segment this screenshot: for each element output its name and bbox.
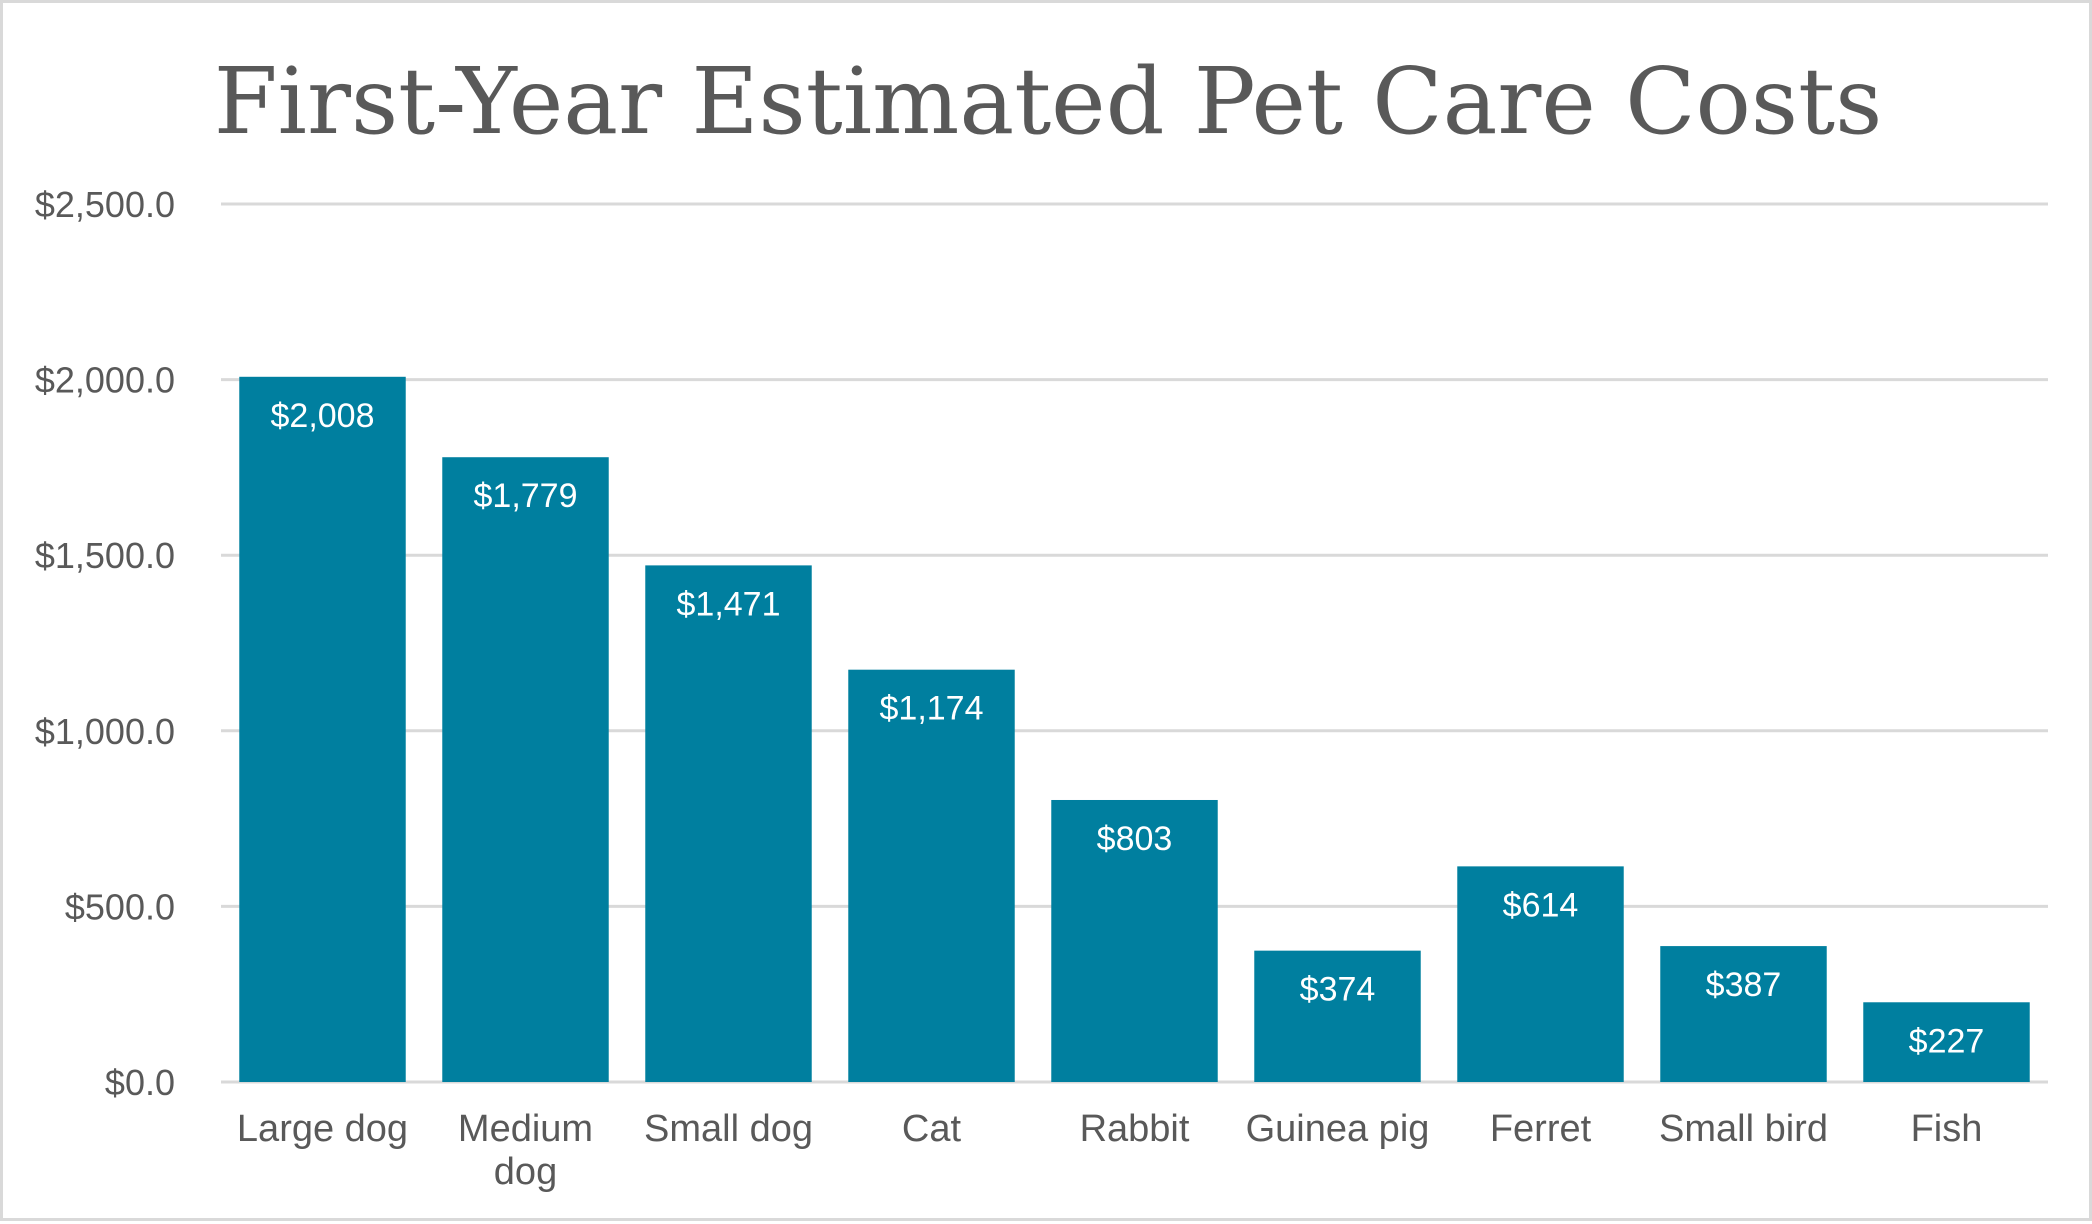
x-tick-label: Small dog: [644, 1108, 813, 1150]
x-axis: Large dog Medium dog Small dog Cat Rabbit Guin…: [237, 1108, 1982, 1193]
bar: [1051, 799, 1218, 1082]
y-axis: $0.0 $500.0 $1,000.0 $1,500.0 $2,000.0 $2,500…: [35, 184, 175, 1103]
data-label: $387: [1706, 966, 1782, 1004]
x-tick-label: Small bird: [1659, 1108, 1828, 1150]
x-tick-line: Rabbit: [1080, 1108, 1190, 1150]
x-tick-line: Fish: [1911, 1108, 1983, 1150]
x-tick-line: Medium: [458, 1108, 593, 1150]
data-label: $2,008: [271, 397, 375, 435]
y-tick-label: $2,500.0: [35, 184, 175, 225]
bar: [1457, 866, 1624, 1082]
x-tick-label: Guinea pig: [1246, 1108, 1430, 1150]
x-tick-label: Cat: [902, 1108, 962, 1150]
y-tick-label: $1,500.0: [35, 535, 175, 576]
data-label: $1,471: [677, 585, 781, 623]
bar-chart: First-Year Estimated Pet Care Costs $0.0…: [35, 48, 2048, 1193]
x-tick-line: Cat: [902, 1108, 962, 1150]
chart-title: First-Year Estimated Pet Care Costs: [214, 48, 1883, 155]
bars: [239, 376, 2030, 1082]
bar: [1863, 1002, 2030, 1082]
y-tick-label: $2,000.0: [35, 360, 175, 401]
bar: [645, 565, 812, 1082]
x-tick-line: Small bird: [1659, 1108, 1828, 1150]
y-tick-label: $500.0: [65, 886, 175, 927]
data-labels: $2,008 $1,779 $1,471 $1,174 $803 $374 $614 $387…: [271, 397, 1985, 1060]
x-tick-label: Rabbit: [1080, 1108, 1190, 1150]
x-tick-label: Medium dog: [458, 1108, 593, 1193]
data-label: $1,174: [880, 690, 984, 728]
data-label: $227: [1909, 1022, 1985, 1060]
data-label: $1,779: [474, 477, 578, 515]
bar: [1660, 946, 1827, 1082]
x-tick-line: Large dog: [237, 1108, 408, 1150]
x-tick-line: Guinea pig: [1246, 1108, 1430, 1150]
data-label: $803: [1097, 820, 1173, 858]
bar: [1254, 950, 1421, 1082]
data-label: $614: [1503, 886, 1579, 924]
bar: [442, 457, 609, 1082]
x-tick-label: Large dog: [237, 1108, 408, 1150]
x-tick-label: Fish: [1911, 1108, 1983, 1150]
bar: [239, 376, 406, 1082]
bar: [848, 669, 1015, 1082]
y-tick-label: $0.0: [105, 1062, 175, 1103]
x-tick-line: Small dog: [644, 1108, 813, 1150]
x-tick-label: Ferret: [1490, 1108, 1592, 1150]
data-label: $374: [1300, 971, 1376, 1009]
y-tick-label: $1,000.0: [35, 711, 175, 752]
x-tick-line: dog: [494, 1151, 557, 1193]
x-tick-line: Ferret: [1490, 1108, 1592, 1150]
